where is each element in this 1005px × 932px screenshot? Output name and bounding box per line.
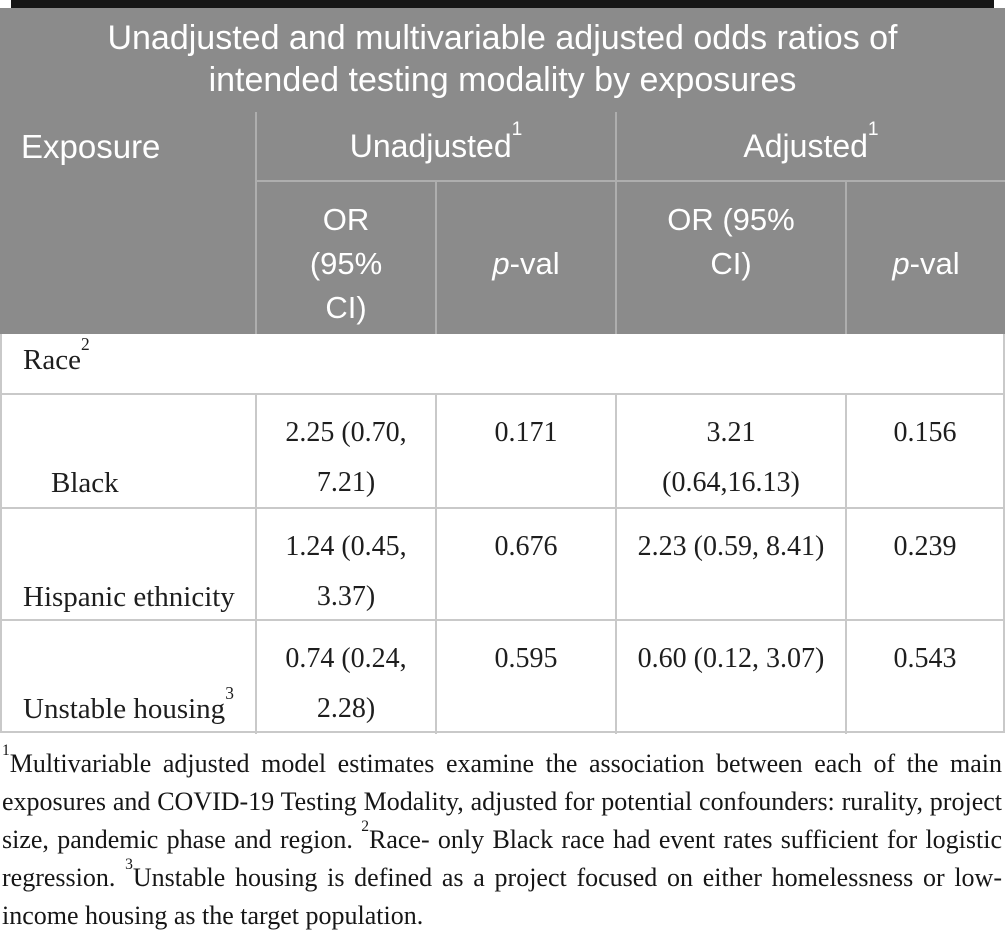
table-title-text: Unadjusted and multivariable adjusted od… [107, 19, 898, 99]
exposure-cell: Black [2, 395, 257, 508]
table-row: Black 2.25 (0.70, 7.21) 0.171 3.21 (0.64… [2, 393, 1003, 508]
column-header-adjusted-or-ci: OR (95% CI) [617, 182, 847, 334]
footnote-marker-2: 2 [361, 817, 369, 835]
unadjusted-pval-cell: 0.595 [437, 621, 617, 734]
group-row-race: Race2 [2, 334, 1003, 393]
column-group-unadjusted-label: Unadjusted1 [349, 119, 523, 164]
unadjusted-or-cell: 0.74 (0.24, 2.28) [257, 621, 437, 734]
adjusted-pval-cell: 0.156 [893, 417, 957, 448]
column-group-adjusted: Adjusted1 [617, 112, 1005, 182]
column-header-exposure: Exposure [0, 112, 257, 334]
column-group-unadjusted: Unadjusted1 [257, 112, 617, 182]
table-footnotes: 1Multivariable adjusted model estimates … [0, 733, 1005, 932]
pval-rest: -val [909, 246, 960, 281]
column-header-adjusted-pval: p-val [847, 182, 1005, 334]
footnote-marker-3: 3 [125, 855, 133, 873]
group-row-race-label: Race2 [23, 333, 90, 376]
table-title: Unadjusted and multivariable adjusted od… [0, 8, 1005, 112]
footnote-ref-3: 3 [225, 682, 234, 703]
pval-italic-p: p [492, 246, 510, 281]
exposure-cell: Unstable housing3 [2, 621, 257, 734]
table-header: Exposure Unadjusted1 Adjusted1 OR (95% C… [0, 112, 1005, 334]
exposure-label: Hispanic ethnicity [23, 581, 235, 613]
footnote-marker-1: 1 [2, 741, 10, 759]
pval-italic-p: p [892, 246, 910, 281]
unadjusted-pval-cell: 0.676 [437, 509, 617, 622]
adjusted-pval-cell: 0.239 [893, 531, 957, 562]
adjusted-or-cell: 2.23 (0.59, 8.41) [617, 509, 847, 622]
footnote-ref-2: 2 [80, 333, 90, 354]
unadjusted-or-cell: 1.24 (0.45, 3.37) [257, 509, 437, 622]
unadjusted-or-cell: 2.25 (0.70, 7.21) [257, 395, 437, 508]
exposure-cell: Hispanic ethnicity [2, 509, 257, 622]
table-body: Race2 Black 2.25 (0.70, 7.21) 0.171 3.21… [0, 334, 1005, 734]
adjusted-pval-cell: 0.543 [893, 643, 957, 674]
column-group-adjusted-label: Adjusted1 [743, 119, 879, 164]
adjusted-or-cell: 3.21 (0.64,16.13) [617, 395, 847, 508]
table-row: Unstable housing3 0.74 (0.24, 2.28) 0.59… [2, 619, 1003, 734]
exposure-label: Black [51, 467, 119, 499]
top-rule [11, 0, 994, 8]
unadjusted-pval-cell: 0.171 [437, 395, 617, 508]
footnote-text-2: Race- only Black race had event rates su… [2, 825, 1003, 892]
adjusted-or-cell: 0.60 (0.12, 3.07) [617, 621, 847, 734]
pval-rest: -val [509, 246, 560, 281]
footnote-text-3: Unstable housing is defined as a project… [2, 863, 1002, 930]
footnote-ref-1: 1 [867, 119, 879, 141]
column-header-unadjusted-pval: p-val [437, 182, 617, 334]
exposure-label: Unstable housing [23, 693, 226, 725]
footnote-ref-1: 1 [511, 119, 523, 141]
table-row: Hispanic ethnicity 1.24 (0.45, 3.37) 0.6… [2, 507, 1003, 622]
column-header-unadjusted-or-ci: OR (95% CI) [257, 182, 437, 334]
footnote-text-1: Multivariable adjusted model estimates e… [2, 749, 1002, 854]
column-header-exposure-label: Exposure [21, 128, 161, 165]
